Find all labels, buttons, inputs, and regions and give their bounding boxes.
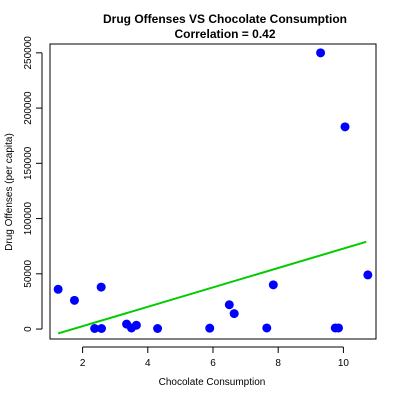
y-axis-label: Drug Offenses (per capita) (4, 133, 15, 251)
data-point (363, 270, 373, 280)
chart-subtitle: Correlation = 0.42 (174, 27, 275, 41)
chart-title: Drug Offenses VS Chocolate Consumption (103, 12, 347, 26)
data-layer (53, 48, 373, 335)
x-tick-label: 6 (210, 358, 216, 369)
x-tick-label: 10 (338, 358, 350, 369)
data-point (131, 320, 141, 330)
data-point (90, 324, 100, 334)
data-point (96, 282, 106, 292)
data-point (316, 48, 326, 58)
data-point (268, 280, 278, 290)
data-point (205, 323, 215, 333)
trend-line (57, 240, 367, 335)
data-point (340, 122, 350, 132)
y-axis: 0 50000 100000 150000 200000 250000 (23, 36, 43, 332)
y-tick-label: 250000 (23, 36, 34, 70)
x-tick-label: 8 (275, 358, 281, 369)
y-tick-label: 100000 (23, 201, 34, 235)
x-axis-label: Chocolate Consumption (159, 377, 266, 388)
y-tick-label: 150000 (23, 146, 34, 180)
x-tick-label: 2 (80, 358, 86, 369)
data-point (334, 323, 344, 333)
data-point (224, 300, 234, 310)
y-tick-label: 50000 (23, 259, 34, 287)
plot-frame (49, 43, 377, 340)
x-tick-label: 4 (145, 358, 151, 369)
data-point (262, 323, 272, 333)
data-point (97, 324, 107, 334)
data-point (69, 295, 79, 305)
x-axis: 2 4 6 8 10 (80, 346, 350, 369)
y-tick-label: 200000 (23, 91, 34, 125)
data-point (153, 324, 163, 334)
y-tick-label: 0 (23, 326, 34, 332)
data-point (229, 309, 239, 319)
data-point (53, 284, 63, 294)
